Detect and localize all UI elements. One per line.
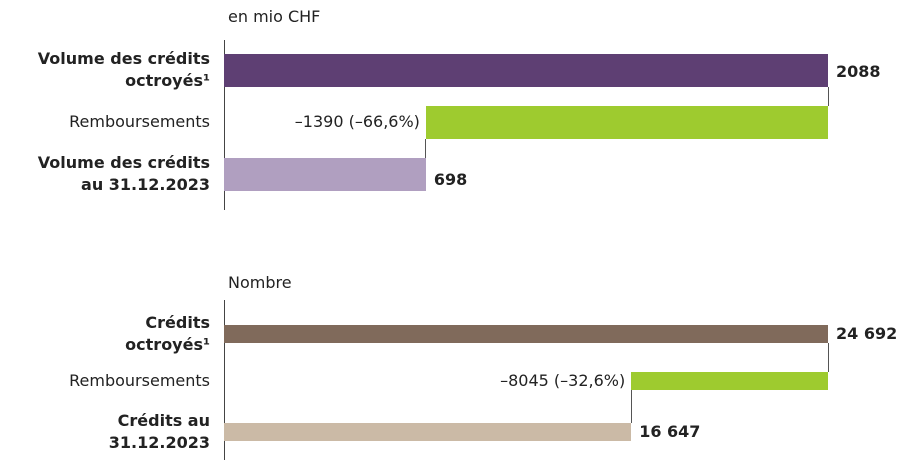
category-label: Crédits au 31.12.2023	[108, 411, 210, 452]
bar	[631, 372, 828, 390]
unit-label: en mio CHF	[228, 7, 321, 26]
category-label: Volume des crédits octroyés¹	[37, 49, 210, 90]
connector	[630, 390, 632, 423]
bar	[425, 105, 828, 139]
connector	[827, 343, 829, 372]
value-label: 698	[433, 170, 468, 189]
axis-line	[224, 40, 225, 210]
value-label: –1390 (–66,6%)	[294, 112, 420, 131]
value-label: 2088	[836, 62, 881, 81]
value-label: 24 692	[836, 324, 898, 343]
bar	[224, 325, 828, 343]
bar	[224, 53, 828, 87]
connector	[827, 86, 829, 106]
category-label: Remboursements	[69, 371, 210, 390]
bar	[224, 423, 632, 441]
category-label: Remboursements	[69, 112, 210, 131]
bar	[224, 157, 426, 191]
value-label: –8045 (–32,6%)	[500, 371, 626, 390]
category-label: Volume des crédits au 31.12.2023	[37, 153, 210, 194]
value-label: 16 647	[639, 422, 701, 441]
axis-line	[224, 300, 225, 460]
unit-label: Nombre	[228, 273, 292, 292]
connector	[425, 138, 427, 158]
category-label: Crédits octroyés¹	[125, 313, 210, 354]
